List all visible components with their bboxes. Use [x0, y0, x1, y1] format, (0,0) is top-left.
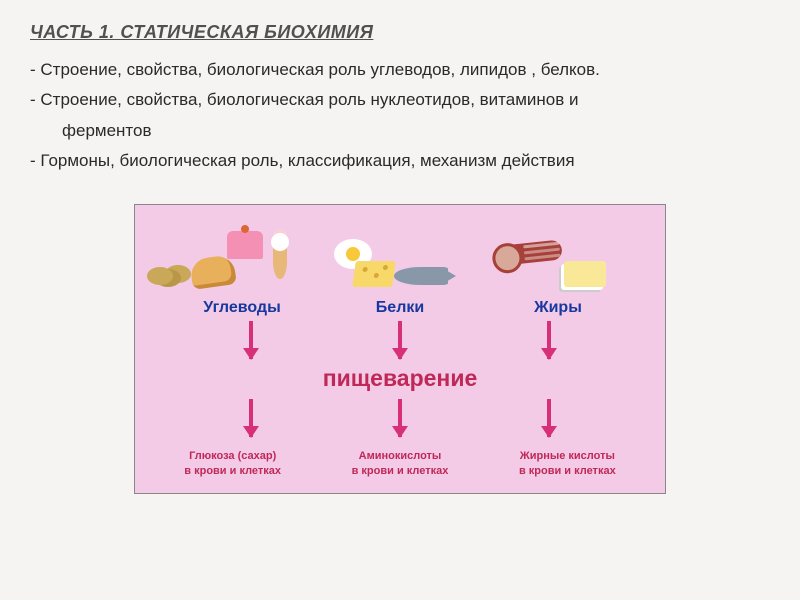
bullet-item: - Гормоны, биологическая роль, классифик… [30, 148, 770, 174]
category-label: Жиры [479, 299, 637, 317]
bullet-item: - Строение, свойства, биологическая роль… [30, 57, 770, 83]
bread-icon [189, 254, 237, 290]
butter-icon [564, 261, 606, 287]
cake-icon [227, 231, 263, 259]
result-line1: Аминокислоты [359, 450, 442, 462]
category-labels-row: Углеводы Белки Жиры [135, 299, 665, 317]
food-illustration-row [145, 213, 655, 291]
arrow-down-icon [547, 321, 551, 359]
cheese-icon [353, 261, 397, 287]
protein-foods [316, 213, 483, 291]
result-line1: Жирные кислоты [520, 450, 615, 462]
arrow-row-bottom [135, 399, 665, 437]
result-line2: в крови и клетках [519, 465, 616, 477]
arrow-down-icon [249, 321, 253, 359]
sausage-icon [493, 240, 563, 267]
result-line2: в крови и клетках [184, 465, 281, 477]
arrow-down-icon [547, 399, 551, 437]
result-label: Аминокислоты в крови и клетках [316, 449, 483, 478]
section-title: ЧАСТЬ 1. СТАТИЧЕСКАЯ БИОХИМИЯ [30, 22, 770, 43]
potato-icon [147, 267, 173, 285]
process-label: пищеварение [135, 365, 665, 392]
nutrition-diagram: Углеводы Белки Жиры пищеварение Глюкоза … [134, 204, 666, 494]
arrow-down-icon [249, 399, 253, 437]
category-label: Углеводы [163, 299, 321, 317]
arrow-row-top [135, 321, 665, 359]
results-row: Глюкоза (сахар) в крови и клетках Аминок… [135, 449, 665, 478]
carbs-foods [145, 213, 312, 291]
result-line2: в крови и клетках [352, 465, 449, 477]
category-label: Белки [321, 299, 479, 317]
result-label: Жирные кислоты в крови и клетках [484, 449, 651, 478]
bullet-item: ферментов [30, 118, 770, 144]
arrow-down-icon [398, 321, 402, 359]
bullet-item: - Строение, свойства, биологическая роль… [30, 87, 770, 113]
arrow-down-icon [398, 399, 402, 437]
result-label: Глюкоза (сахар) в крови и клетках [149, 449, 316, 478]
result-line1: Глюкоза (сахар) [189, 450, 276, 462]
fish-icon [394, 267, 448, 285]
diagram-container: Углеводы Белки Жиры пищеварение Глюкоза … [30, 204, 770, 494]
slide: ЧАСТЬ 1. СТАТИЧЕСКАЯ БИОХИМИЯ - Строение… [0, 0, 800, 600]
fat-foods [488, 213, 655, 291]
icecream-icon [273, 245, 287, 279]
